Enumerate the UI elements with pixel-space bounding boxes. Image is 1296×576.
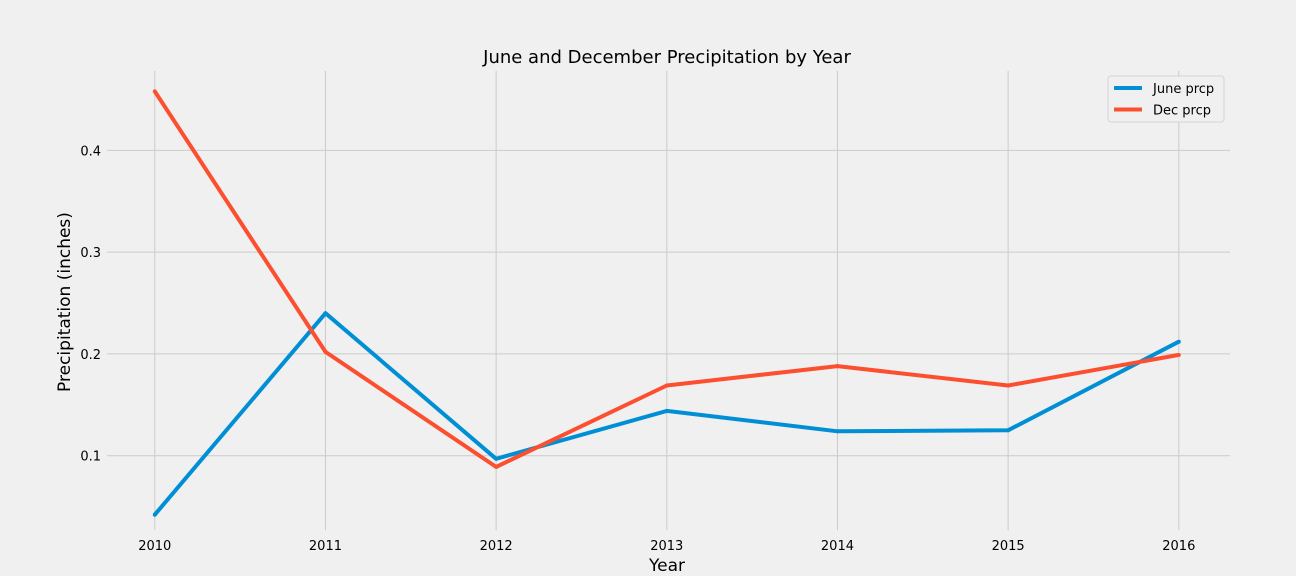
data-point-dec-prcp — [1176, 352, 1181, 357]
x-axis-label: Year — [648, 556, 685, 576]
series-lines — [152, 89, 1181, 517]
x-tick-label: 2013 — [650, 539, 683, 554]
x-tick-label: 2014 — [821, 539, 854, 554]
legend-label-june-prcp: June prcp — [1152, 82, 1214, 97]
x-tick-labels: 2010 2011 2012 2013 2014 2015 2016 — [138, 539, 1195, 554]
data-point-june-prcp — [835, 429, 840, 434]
data-point-june-prcp — [494, 456, 499, 461]
data-point-june-prcp — [664, 408, 669, 413]
x-tick-label: 2016 — [1162, 539, 1195, 554]
legend: June prcp Dec prcp — [1107, 75, 1225, 123]
data-point-june-prcp — [1176, 339, 1181, 344]
x-tick-label: 2011 — [309, 539, 342, 554]
x-tick-label: 2012 — [480, 539, 513, 554]
data-point-dec-prcp — [494, 464, 499, 469]
data-point-june-prcp — [152, 512, 157, 517]
y-tick-label: 0.4 — [80, 144, 101, 159]
y-tick-labels: 0.1 0.2 0.3 0.4 — [80, 144, 101, 464]
data-point-dec-prcp — [664, 383, 669, 388]
chart-title: June and December Precipitation by Year — [482, 47, 851, 68]
y-axis-label: Precipitation (inches) — [55, 212, 75, 392]
data-point-dec-prcp — [152, 89, 157, 94]
data-point-june-prcp — [1006, 428, 1011, 433]
y-tick-label: 0.2 — [80, 348, 101, 363]
x-tick-label: 2010 — [138, 539, 171, 554]
data-point-dec-prcp — [1006, 383, 1011, 388]
grid — [107, 71, 1230, 530]
x-tick-label: 2015 — [992, 539, 1025, 554]
data-point-dec-prcp — [835, 364, 840, 369]
y-tick-label: 0.1 — [80, 450, 101, 465]
data-point-june-prcp — [323, 311, 328, 316]
data-point-dec-prcp — [323, 349, 328, 354]
y-tick-label: 0.3 — [80, 246, 101, 261]
legend-label-dec-prcp: Dec prcp — [1153, 104, 1211, 119]
